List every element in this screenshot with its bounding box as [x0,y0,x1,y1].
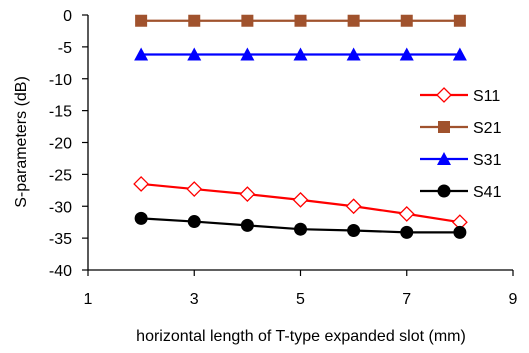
legend-label-s21: S21 [473,120,502,137]
y-tick-label: -40 [49,263,72,280]
data-point-s41 [294,222,307,236]
plot-area: 0 -5 -10 -15 -20 -25 -30 -35 -40 1 3 5 7 9 [49,8,518,308]
legend-item-s41: S41 [420,184,502,201]
legend: S11 S21 S31 S41 [420,87,502,201]
data-point-s21 [135,14,148,27]
data-point-s41 [240,218,254,232]
y-tick-label: 0 [63,8,72,25]
x-tick-label: 3 [190,291,199,308]
legend-marker-s31 [437,152,451,165]
data-point-s31 [134,47,149,61]
data-point-s21 [188,14,201,27]
data-point-s41 [187,215,201,229]
y-axis-title: S-parameters (dB) [13,76,30,208]
x-axis-title: horizontal length of T-type expanded slo… [136,328,466,345]
legend-label-s11: S11 [473,88,500,105]
data-point-s41 [134,211,148,225]
series-s41 [134,211,467,239]
legend-marker-s21 [438,121,450,133]
legend-label-s31: S31 [473,152,502,169]
y-tick-label: -20 [49,136,72,153]
x-tick-label: 5 [296,291,305,308]
y-tick-label: -5 [58,40,72,57]
data-point-s11 [239,186,256,203]
legend-item-s11: S11 [420,87,500,105]
data-point-s11 [345,198,362,215]
x-tick-label: 9 [509,291,518,308]
y-tick-label: -30 [49,199,72,216]
data-point-s31 [452,47,467,61]
data-point-s41 [400,225,414,239]
data-point-s11 [186,181,203,197]
data-point-s31 [346,47,361,61]
legend-marker-s41 [437,184,451,198]
y-tick-label: -10 [49,72,72,89]
data-point-s21 [294,14,307,27]
data-point-s21 [400,14,413,27]
data-point-s21 [347,14,360,27]
y-tick-label: -15 [49,104,72,121]
data-point-s31 [187,47,202,61]
series-s21 [135,14,466,27]
x-tick-label: 1 [84,291,93,308]
data-point-s21 [241,14,254,27]
series-layer [133,14,468,239]
data-point-s31 [399,47,414,61]
legend-item-s31: S31 [420,152,502,169]
series-s31 [134,47,467,61]
data-point-s31 [293,47,308,61]
data-point-s11 [133,176,150,192]
data-point-s11 [398,205,415,222]
legend-label-s41: S41 [473,184,502,201]
x-tick-label: 7 [402,291,411,308]
y-tick-label: -25 [49,167,72,184]
data-point-s41 [453,225,467,239]
data-point-s31 [240,47,255,61]
data-point-s11 [292,191,309,208]
legend-item-s21: S21 [420,120,502,137]
data-point-s41 [347,223,361,237]
y-tick-label: -35 [49,231,72,248]
data-point-s21 [453,14,466,27]
legend-marker-s11 [436,87,452,103]
